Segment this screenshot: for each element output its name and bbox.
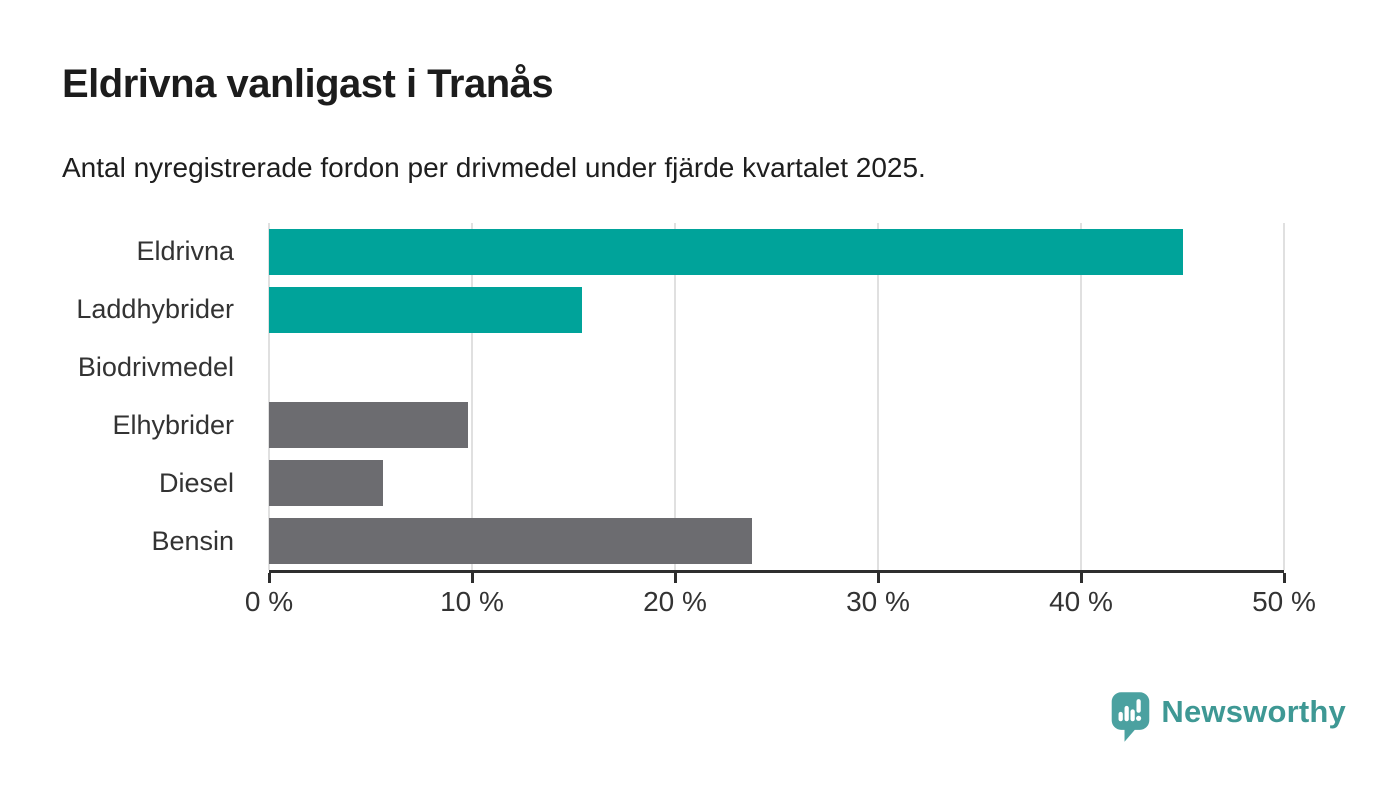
category-label-elhybrider: Elhybrider — [112, 409, 234, 440]
x-tick-label: 50 % — [1252, 586, 1316, 617]
gridline-20 — [674, 223, 676, 570]
x-tick-label: 0 % — [244, 586, 294, 617]
gridline-10 — [471, 223, 473, 570]
category-label-laddhybrider: Laddhybrider — [76, 294, 234, 325]
x-tick-label: 20 % — [643, 586, 707, 617]
bar-diesel — [269, 460, 383, 507]
newsworthy-logo-icon — [1112, 692, 1150, 742]
x-axis-tick-20 — [673, 573, 677, 583]
x-axis-tick-30 — [876, 573, 880, 583]
chart-subtitle: Antal nyregistrerade fordon per drivmede… — [62, 152, 926, 183]
x-tick-label: 30 % — [846, 586, 910, 617]
x-tick-label: 40 % — [1049, 586, 1113, 617]
x-axis-tick-40 — [1079, 573, 1083, 583]
category-label-bensin: Bensin — [151, 525, 234, 556]
newsworthy-logo-text: Newsworthy — [1161, 694, 1346, 729]
bar-bensin — [269, 518, 753, 565]
bar-laddhybrider — [269, 286, 582, 333]
bar-elhybrider — [269, 402, 468, 449]
bar-eldrivna — [269, 228, 1183, 275]
category-label-biodrivmedel: Biodrivmedel — [77, 352, 234, 383]
plot-area — [268, 223, 1285, 570]
chart-title: Eldrivna vanligast i Tranås — [62, 62, 554, 106]
category-label-diesel: Diesel — [158, 467, 234, 498]
category-axis-labels: Eldrivna Laddhybrider Biodrivmedel Elhybrid… — [0, 223, 252, 570]
gridline-0 — [268, 223, 270, 570]
newsworthy-branding: Newsworthy — [1110, 690, 1346, 744]
x-axis-tick-labels: 0 % 10 % 20 % 30 % 40 % 50 % — [245, 586, 1316, 620]
x-axis-tick-50 — [1282, 573, 1286, 583]
category-label-eldrivna: Eldrivna — [136, 236, 234, 267]
gridline-30 — [877, 223, 879, 570]
x-axis-line — [267, 570, 1286, 583]
gridline-50 — [1283, 223, 1285, 570]
x-axis-tick-10 — [470, 573, 474, 583]
x-axis-tick-0 — [267, 573, 271, 583]
gridline-40 — [1080, 223, 1082, 570]
x-tick-label: 10 % — [440, 586, 504, 617]
